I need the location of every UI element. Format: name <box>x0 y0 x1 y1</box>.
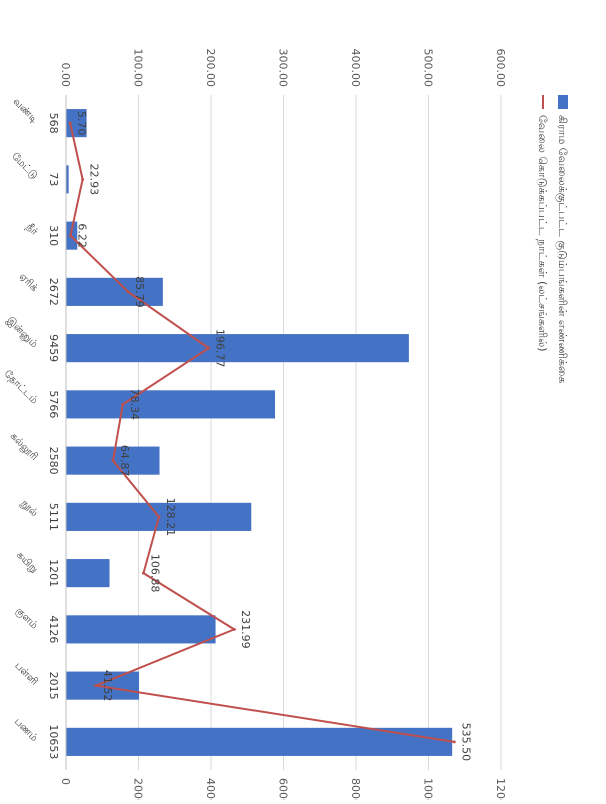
legend: கிராம வேலைக்குட்பட்ட குடும்பங்களின் எண்ண… <box>536 95 569 383</box>
line-point <box>121 402 125 406</box>
data-labels: 568 73 310 2672 9459 5766 2580 5111 1201 4126 2015… <box>47 111 472 761</box>
line-value-label: 231.99 <box>239 610 252 649</box>
line-point <box>111 459 115 463</box>
bar <box>65 277 163 306</box>
line-value-label: 22.93 <box>88 164 101 196</box>
line-value-label: 78.34 <box>128 389 141 421</box>
line-value-label: 5.70 <box>75 111 88 136</box>
line-value-label: 85.79 <box>133 276 146 308</box>
line-value-label: 128.21 <box>164 498 177 537</box>
primary-axis-tick-label: 100.00 <box>132 49 145 88</box>
legend-label-line: வேலை கொடுக்கப்பட்ட நாட்கள் (லட்சங்களில்) <box>536 115 549 352</box>
line-point <box>232 627 236 631</box>
line-point <box>141 571 145 575</box>
bar <box>66 559 110 588</box>
secondary-axis-tick-label: 0 <box>59 778 72 785</box>
secondary-axis-tick-label: 8000 <box>349 778 362 800</box>
bar-value-label: 73 <box>47 172 60 186</box>
bar-value-label: 5766 <box>47 390 60 418</box>
primary-axis-tick-label: 0.00 <box>59 63 72 88</box>
bar <box>65 390 276 419</box>
bar <box>66 615 216 644</box>
bar-value-label: 9459 <box>47 334 60 362</box>
legend-swatch-bar <box>558 95 568 109</box>
line-value-label: 6.22 <box>76 223 89 248</box>
secondary-axis-tick-label: 2000 <box>132 778 145 800</box>
line-point <box>157 515 161 519</box>
line-point <box>452 740 456 744</box>
line-point <box>94 684 98 688</box>
legend-label-bar: கிராம வேலைக்குட்பட்ட குடும்பங்களின் எண்ண… <box>554 115 569 383</box>
primary-axis-tick-label: 200.00 <box>204 49 217 88</box>
primary-axis-tick-label: 300.00 <box>277 49 290 88</box>
bar-value-label: 2580 <box>47 447 60 475</box>
line-point <box>207 346 211 350</box>
line-point <box>68 121 72 125</box>
secondary-axis-tick-label: 10000 <box>422 778 435 800</box>
secondary-axis-tick-label: 12000 <box>494 778 507 800</box>
bar <box>65 165 69 194</box>
bar-value-label: 10653 <box>47 724 60 759</box>
line-value-label: 106.88 <box>148 554 161 593</box>
series-line <box>69 122 455 743</box>
primary-axis-tick-label: 600.00 <box>494 49 507 88</box>
bar-value-label: 310 <box>47 225 60 246</box>
secondary-axis-tick-label: 4000 <box>204 778 217 800</box>
primary-axis-tick-label: 400.00 <box>349 49 362 88</box>
bar-value-label: 2015 <box>47 672 60 700</box>
line-value-label: 196.77 <box>214 329 227 368</box>
bar <box>65 334 409 363</box>
line-series <box>68 121 456 744</box>
line-point <box>69 234 73 238</box>
bar-value-label: 2672 <box>47 278 60 306</box>
bar-value-label: 568 <box>47 113 60 134</box>
line-value-label: 535.50 <box>459 723 472 762</box>
bar-value-label: 5111 <box>47 503 60 531</box>
bar-value-label: 4126 <box>47 615 60 643</box>
line-value-label: 64.87 <box>118 445 131 477</box>
line-point <box>81 177 85 181</box>
line-point <box>126 290 130 294</box>
bar <box>65 727 453 756</box>
secondary-axis-tick-label: 6000 <box>277 778 290 800</box>
line-value-label: 41.52 <box>101 670 114 702</box>
bar-value-label: 1201 <box>47 559 60 587</box>
primary-axis-tick-label: 500.00 <box>422 49 435 88</box>
